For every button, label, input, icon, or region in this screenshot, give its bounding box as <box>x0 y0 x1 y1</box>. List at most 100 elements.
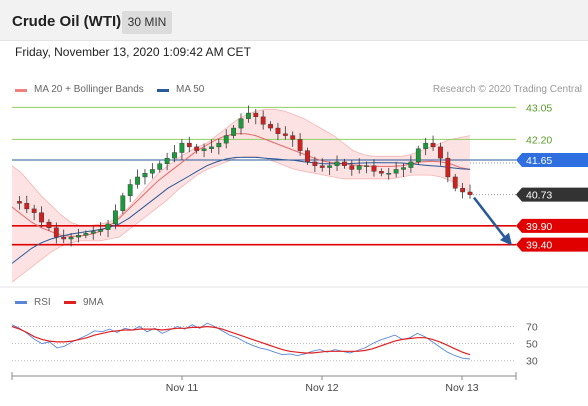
candle-body <box>201 148 207 151</box>
candle-body <box>216 142 222 148</box>
timeframe-badge[interactable]: 30 MIN <box>122 11 172 34</box>
candle-body <box>223 135 229 144</box>
candle-body <box>371 165 377 172</box>
candle-body <box>76 235 81 238</box>
watermark: Research © 2020 Trading Central <box>432 84 582 95</box>
candle-body <box>127 184 133 196</box>
legend-ma50: MA 50 <box>176 84 205 95</box>
candle <box>253 108 259 125</box>
candle-body <box>245 112 251 119</box>
bollinger-band <box>12 109 470 283</box>
candle <box>275 122 281 141</box>
candle-body <box>297 139 303 151</box>
candle-body <box>46 221 52 228</box>
candle-body <box>135 176 140 185</box>
candle-body <box>290 135 296 140</box>
candle-body <box>149 169 155 174</box>
candle-body <box>445 157 451 178</box>
candle <box>423 137 429 156</box>
candle <box>305 147 310 165</box>
candle-body <box>194 146 200 151</box>
candle <box>460 182 466 199</box>
candle-body <box>172 152 177 159</box>
candle <box>415 145 421 165</box>
candle <box>356 158 362 174</box>
forecast-arrowhead <box>500 232 512 246</box>
candle-body <box>364 165 369 167</box>
candle-body <box>305 150 310 163</box>
candle <box>83 230 89 239</box>
candle <box>408 155 414 173</box>
candle-body <box>157 163 163 170</box>
candle-body <box>430 142 436 148</box>
candle <box>172 145 177 163</box>
candle-body <box>467 191 473 195</box>
candle <box>401 163 406 177</box>
candle-body <box>90 231 96 234</box>
candle <box>349 160 355 176</box>
candle-body <box>415 148 421 163</box>
candle <box>467 184 473 199</box>
candle-body <box>327 165 333 168</box>
level-label-39.90: 39.90 <box>526 221 552 233</box>
candle-body <box>438 146 443 159</box>
candle <box>90 226 96 240</box>
instrument-title: Crude Oil (WTI) <box>12 13 122 30</box>
candle <box>39 206 44 228</box>
candle <box>105 219 111 238</box>
candle <box>342 158 347 169</box>
candle <box>231 125 237 139</box>
candle-body <box>231 127 237 136</box>
candle <box>46 219 52 231</box>
candle-body <box>53 227 59 238</box>
level-tag-41.65 <box>516 153 588 168</box>
candle-body <box>105 223 111 230</box>
candle <box>98 222 104 236</box>
candle-body <box>83 233 89 236</box>
timestamp: Friday, November 13, 2020 1:09:42 AM CET <box>15 45 251 59</box>
rsi-tick-label: 30 <box>526 356 538 368</box>
candle-body <box>142 172 148 178</box>
candle <box>319 158 325 172</box>
candle-body <box>342 161 347 166</box>
candle <box>393 161 399 178</box>
candle <box>201 143 207 158</box>
rsi-series-9MA <box>11 325 471 356</box>
candle <box>364 161 369 174</box>
candle <box>31 204 37 221</box>
candle <box>24 195 30 214</box>
candle-body <box>401 167 406 170</box>
rsi-tick-label: 70 <box>526 322 538 334</box>
candle <box>164 152 170 171</box>
rsi-series-RSI <box>11 322 471 360</box>
candle-body <box>253 112 259 118</box>
candle <box>297 132 303 156</box>
candle-body <box>334 161 340 166</box>
candle <box>209 139 214 153</box>
candle <box>245 105 251 123</box>
candle <box>327 161 333 176</box>
candle-body <box>408 161 414 168</box>
candle-body <box>16 201 22 204</box>
level-tag-40.73 <box>516 187 588 202</box>
candle <box>290 131 296 147</box>
level-label-42.20: 42.20 <box>526 134 552 146</box>
candle <box>378 168 384 177</box>
candle <box>430 135 436 152</box>
candle-body <box>423 142 429 149</box>
legend-9ma: 9MA <box>83 297 104 308</box>
legend-swatch-ma20 <box>15 89 27 92</box>
candle-body <box>452 176 458 189</box>
ma50-line <box>11 156 471 264</box>
legend-swatch-rsi <box>15 301 27 304</box>
candle <box>260 110 266 130</box>
candle <box>445 151 451 183</box>
candle-body <box>282 133 288 136</box>
candle-body <box>386 172 392 175</box>
candle <box>223 129 229 149</box>
candle-body <box>179 142 185 153</box>
candle-body <box>61 236 67 240</box>
legend-swatch-ma50 <box>157 89 169 92</box>
candle-body <box>164 157 170 165</box>
